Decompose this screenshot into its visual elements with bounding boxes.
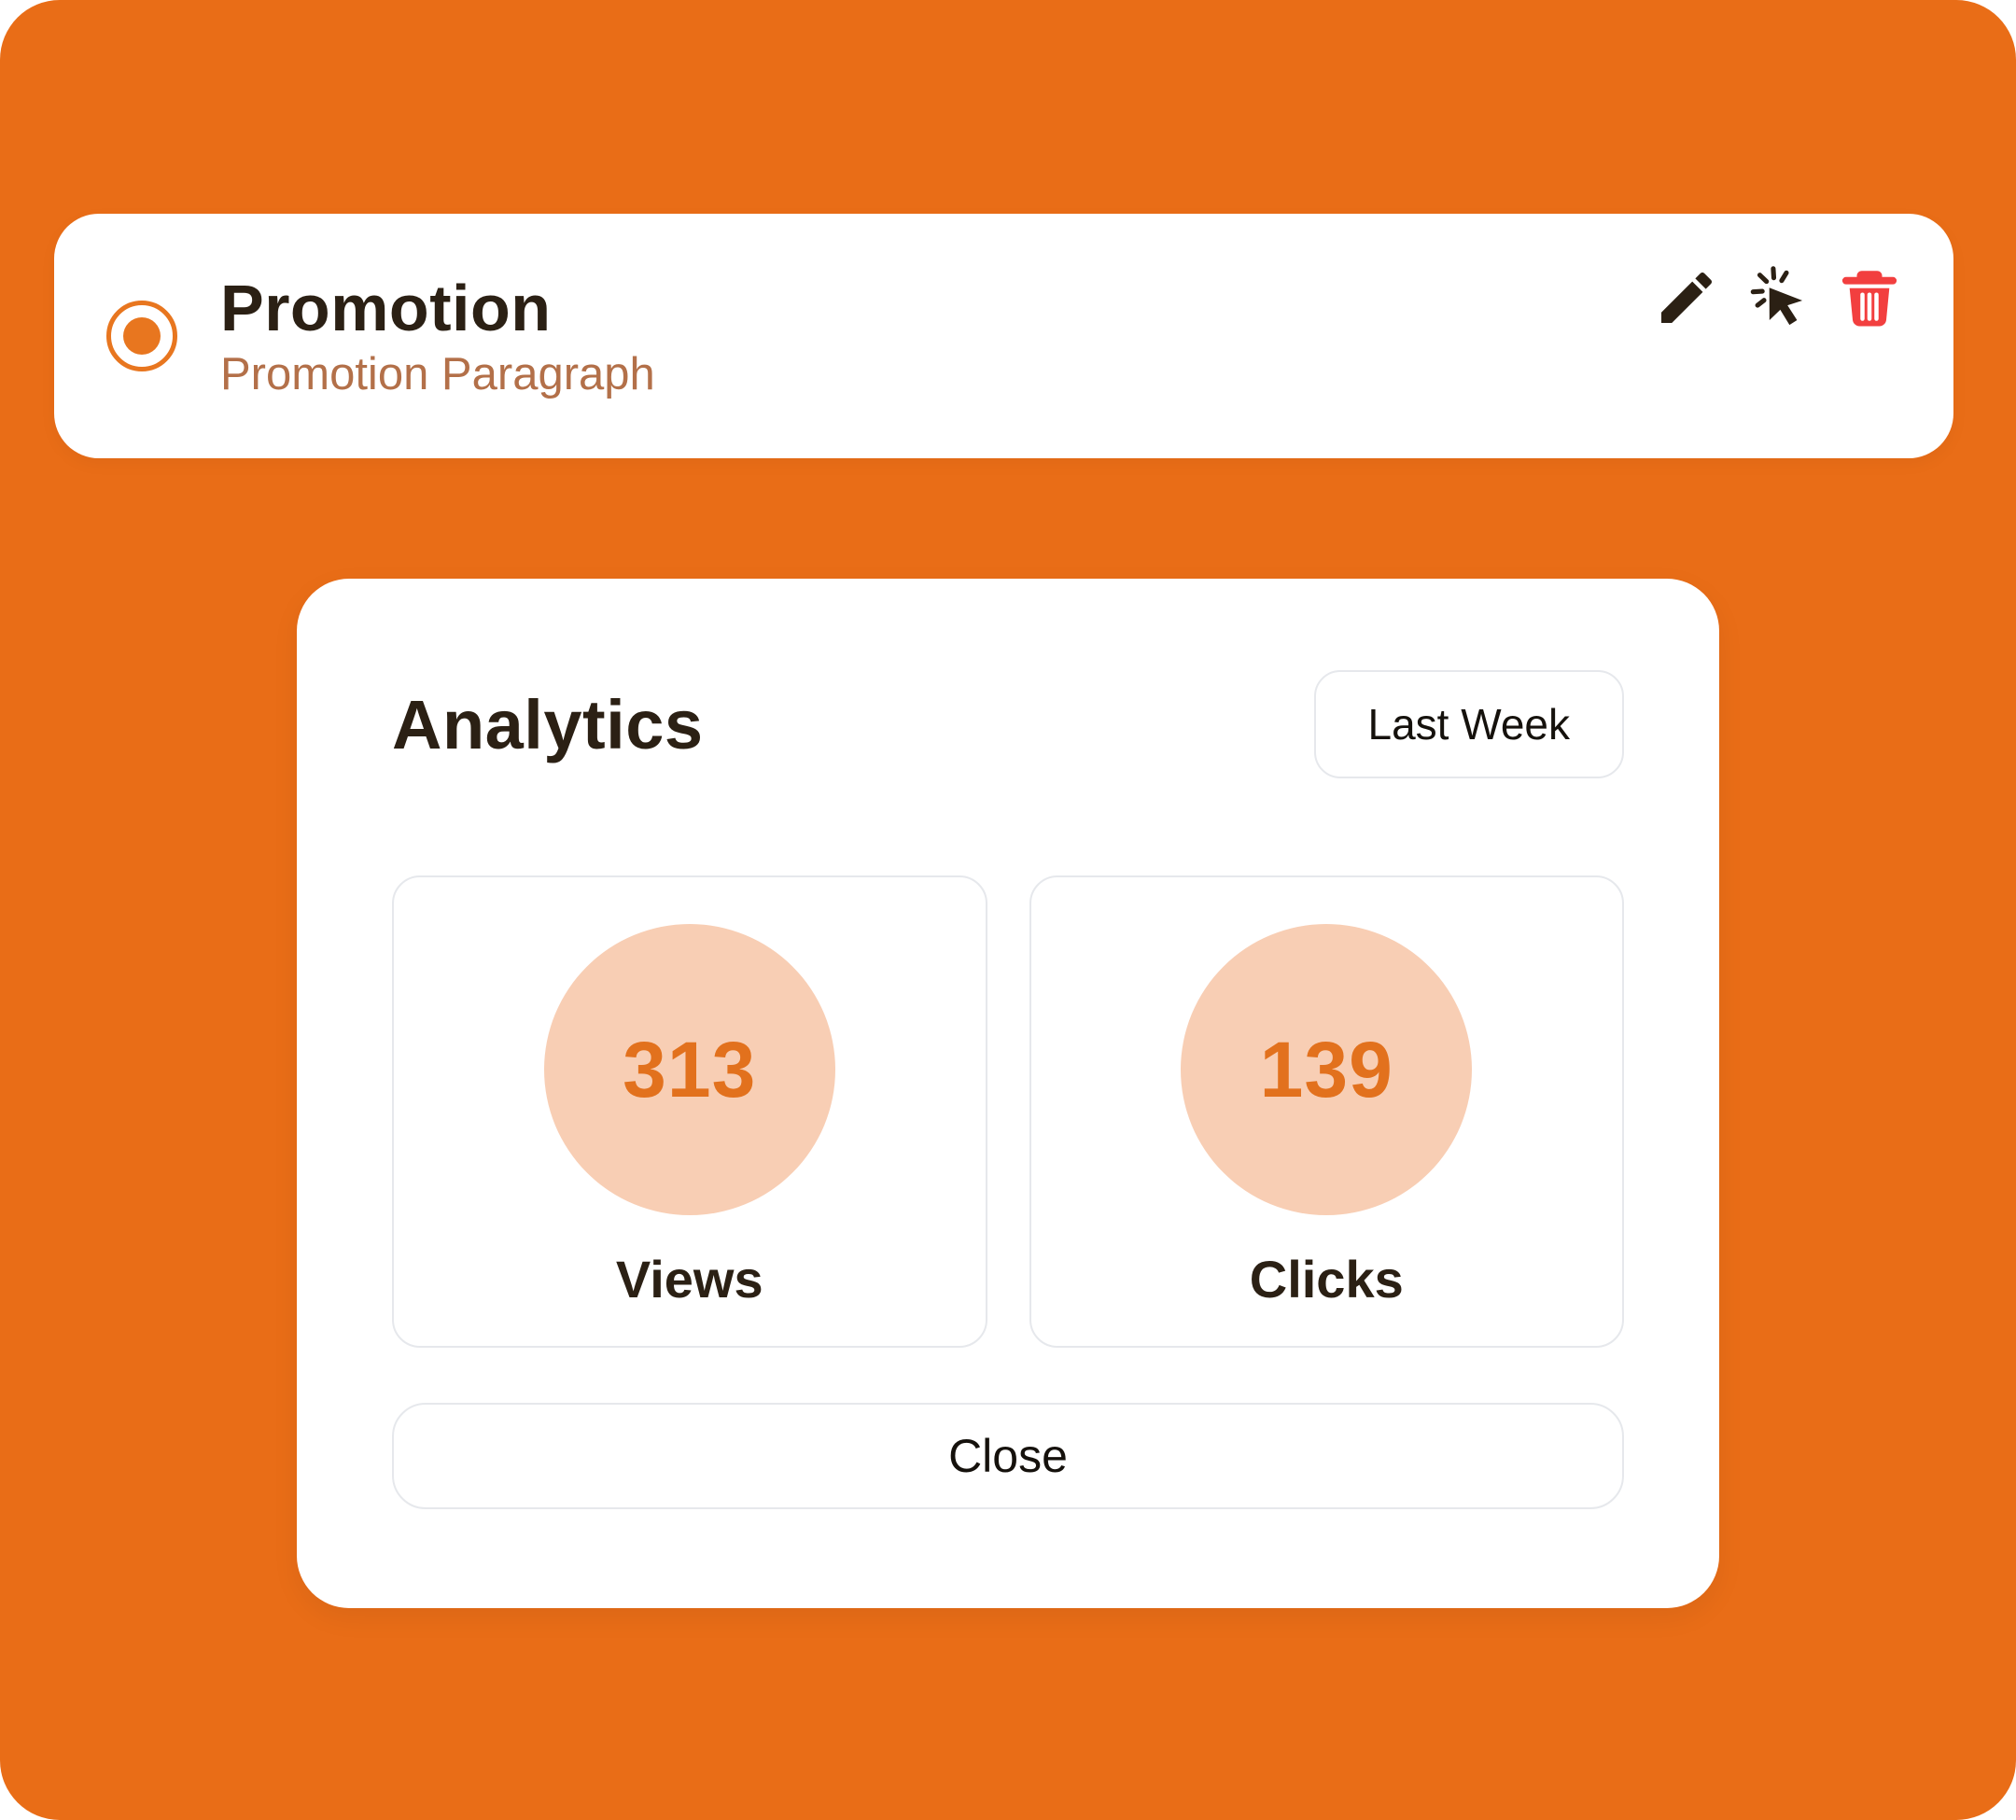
cursor-click-icon[interactable] [1744,264,1812,331]
views-stat-card: 313 Views [392,875,987,1348]
promotion-text-block: Promotion Promotion Paragraph [220,271,655,400]
radio-selected-icon[interactable] [106,301,177,371]
promotion-subtitle: Promotion Paragraph [220,349,655,400]
period-select-button[interactable]: Last Week [1313,670,1624,778]
views-stat-circle: 313 [543,924,835,1215]
close-button[interactable]: Close [392,1403,1624,1509]
views-stat-label: Views [615,1250,763,1309]
promotion-card[interactable]: Promotion Promotion Paragraph [54,214,1953,458]
clicks-stat-card: 139 Clicks [1029,875,1624,1348]
promotion-actions [1653,264,1903,331]
delete-icon[interactable] [1836,264,1903,331]
promotion-title: Promotion [220,271,552,344]
edit-icon[interactable] [1653,264,1720,331]
analytics-modal: Analytics Last Week 313 Views 139 Clicks… [297,579,1719,1608]
analytics-header: Analytics Last Week [392,579,1624,778]
stats-row: 313 Views 139 Clicks [392,875,1624,1348]
clicks-stat-label: Clicks [1249,1250,1404,1309]
radio-dot [123,317,161,355]
clicks-stat-circle: 139 [1181,924,1473,1215]
analytics-title: Analytics [392,685,704,763]
